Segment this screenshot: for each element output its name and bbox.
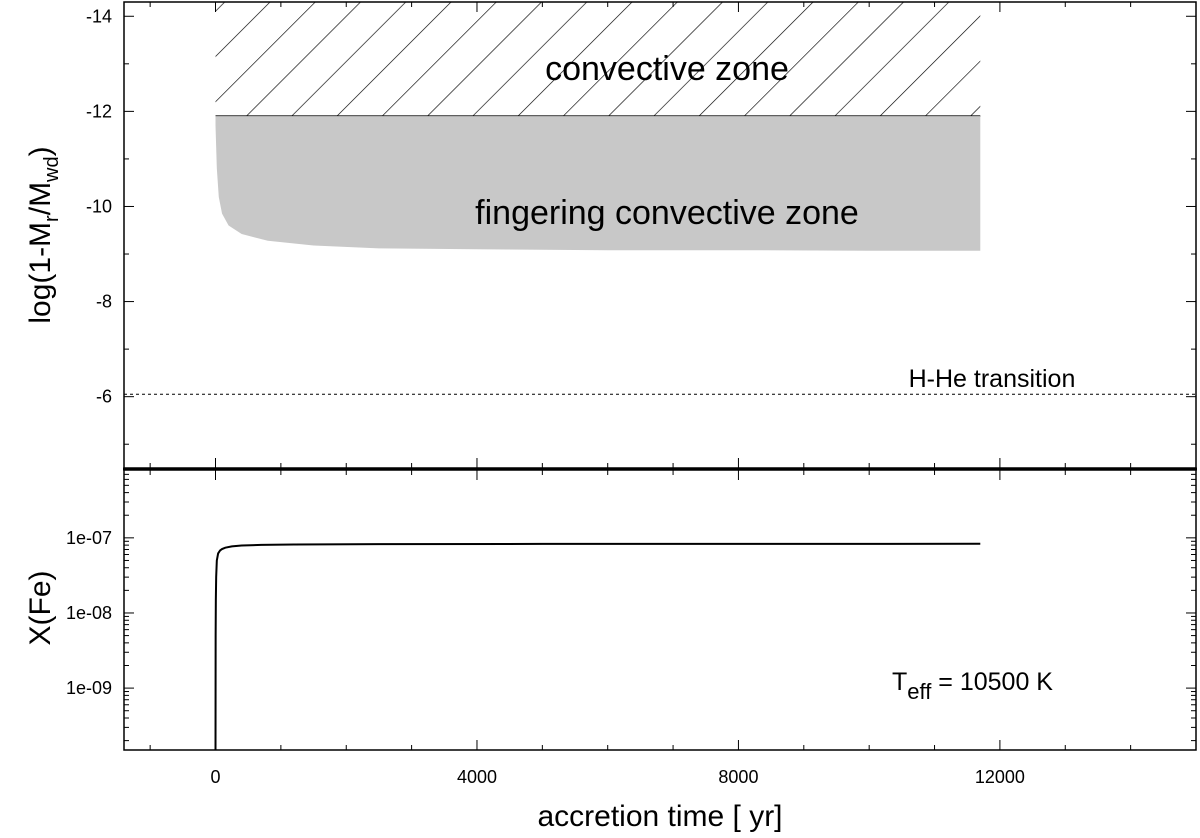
top-y-tick-label: -6: [96, 387, 112, 407]
bottom-y-tick-label: 1e-08: [66, 603, 112, 623]
top-y-tick-label: -8: [96, 292, 112, 312]
x-tick-label: 8000: [718, 767, 758, 787]
fe-series-line: [214, 542, 981, 750]
bottom-y-tick-label: 1e-07: [66, 528, 112, 548]
bottom-y-ticks: 1e-09 1e-08 1e-07: [66, 469, 1196, 742]
top-panel: convective zone fingering convective zon…: [24, 2, 1197, 468]
fingering-zone-label: fingering convective zone: [475, 194, 859, 232]
convective-zone-label: convective zone: [545, 50, 789, 88]
ylabel-mid: /M: [24, 182, 57, 215]
h-he-transition-label: H-He transition: [909, 365, 1076, 393]
ylabel-end: ): [24, 146, 57, 156]
bottom-y-axis-title: X(Fe): [24, 571, 57, 646]
top-y-ticks: -6 -8 -10 -12 -14: [86, 6, 1196, 445]
teff-annotation: Teff = 10500 K: [892, 668, 1053, 704]
bottom-plot-area: [214, 542, 981, 750]
convective-zone-area: [215, 2, 981, 117]
teff-sub: eff: [907, 679, 932, 704]
bottom-panel: 1e-09 1e-08 1e-07 0 4000 8000 12000 Teff = 10…: [24, 469, 1197, 833]
ylabel-sub1: r: [41, 215, 63, 222]
top-y-tick-label: -14: [86, 6, 112, 26]
ylabel-sub2: wd: [41, 156, 63, 183]
ylabel-main: log(1-M: [24, 222, 57, 324]
x-tick-label: 12000: [975, 767, 1025, 787]
zones: [124, 2, 1196, 395]
bottom-y-tick-label: 1e-09: [66, 678, 112, 698]
bottom-panel-frame: [123, 469, 1197, 751]
x-axis-title: accretion time [ yr]: [537, 800, 782, 833]
teff-rest: = 10500 K: [931, 668, 1053, 696]
x-tick-label: 4000: [457, 767, 497, 787]
x-tick-label: 0: [211, 767, 221, 787]
fingering-zone-area: [215, 116, 981, 251]
teff-main: T: [892, 668, 907, 696]
top-y-tick-label: -12: [86, 101, 112, 121]
bottom-x-ticks: 0 4000 8000 12000: [149, 470, 1197, 787]
top-y-tick-label: -10: [86, 196, 112, 216]
top-y-axis-title: log(1-Mr/Mwd): [24, 146, 63, 323]
